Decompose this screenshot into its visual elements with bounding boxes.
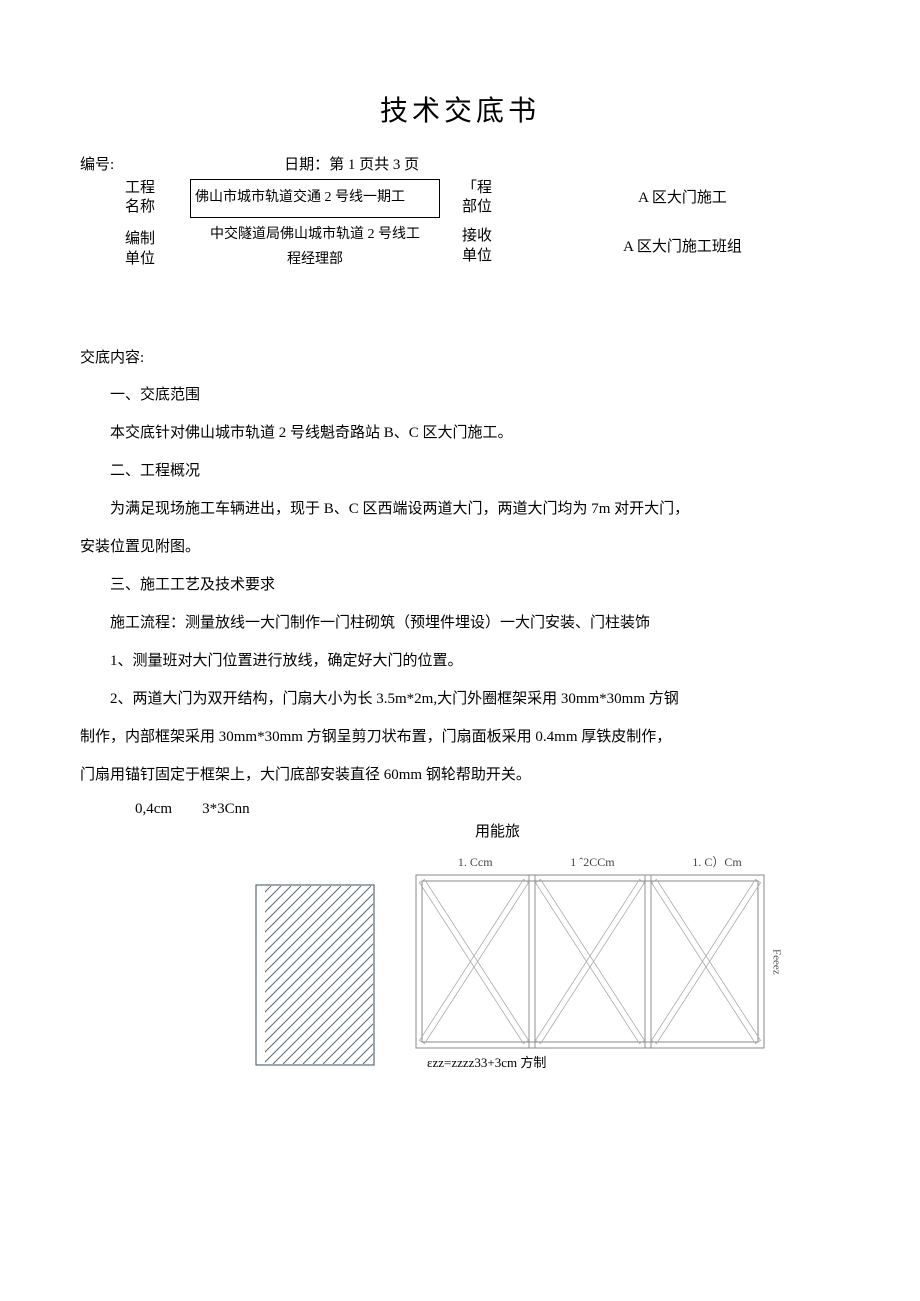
project-name-value: 佛山市城市轨道交通 2 号线一期工 <box>190 179 440 218</box>
receive-unit-label: 接收 单位 <box>440 218 525 276</box>
project-part-label: 「程 部位 <box>440 179 525 218</box>
meta-row: 编号: 日期：第 1 页共 3 页 <box>80 153 840 177</box>
para-step-2b: 制作，内部框架采用 30mm*30mm 方钢呈剪刀状布置，门扇面板采用 0.4m… <box>80 722 840 752</box>
content-heading: 交底内容: <box>80 346 840 370</box>
value-text: A 区大门施工 <box>638 186 727 210</box>
dim-text: 1 ˆ2CCm <box>570 853 614 872</box>
receive-unit-value: A 区大门施工班组 <box>525 218 840 276</box>
para-flow: 施工流程：测量放线一大门制作一门柱砌筑（预埋件埋设）一大门安装、门柱装饰 <box>80 608 840 638</box>
truss-top-dims: 1. Ccm 1 ˆ2CCm 1. C）Cm <box>415 853 785 874</box>
value-text: 佛山市城市轨道交通 2 号线一期工 <box>195 187 405 209</box>
label-text: 接收 <box>462 227 525 247</box>
content-section: 交底内容: 一、交底范围 本交底针对佛山城市轨道 2 号线魁奇路站 B、C 区大… <box>80 346 840 790</box>
truss-frame-diagram: 1. Ccm 1 ˆ2CCm 1. C）Cm Feeez εzz=zzzz33+… <box>415 853 785 1074</box>
label-text: 编制 <box>125 230 190 250</box>
label-text: 部位 <box>462 198 525 218</box>
label-text: 3*3Cnn <box>202 801 250 817</box>
project-part-value: A 区大门施工 <box>525 179 840 218</box>
label-text: 0,4cm <box>135 801 172 817</box>
label-text: 名称 <box>125 198 190 218</box>
value-text: 中交隧道局佛山城市轨道 2 号线工 <box>210 222 420 247</box>
para-tech-title: 三、施工工艺及技术要求 <box>80 570 840 600</box>
para-overview-body-2: 安装位置见附图。 <box>80 532 840 562</box>
doc-title: 技术交底书 <box>80 90 840 135</box>
para-scope-body: 本交底针对佛山城市轨道 2 号线魁奇路站 B、C 区大门施工。 <box>80 418 840 448</box>
side-dim-text: Feeez <box>767 949 785 975</box>
info-row-1: 工程 名称 佛山市城市轨道交通 2 号线一期工 「程 部位 A 区大门施工 <box>125 179 840 218</box>
diagram-label-line1: 0,4cm 3*3Cnn <box>135 798 840 821</box>
para-scope-title: 一、交底范围 <box>80 380 840 410</box>
dim-text: 1. C）Cm <box>692 853 741 872</box>
compile-unit-value: 中交隧道局佛山城市轨道 2 号线工 程经理部 <box>190 218 440 276</box>
info-row-2: 编制 单位 中交隧道局佛山城市轨道 2 号线工 程经理部 接收 单位 A 区大门… <box>125 218 840 276</box>
para-overview-title: 二、工程概况 <box>80 456 840 486</box>
label-text: 工程 <box>125 179 190 199</box>
serial-label: 编号: <box>80 153 114 177</box>
diagram-top-labels: 0,4cm 3*3Cnn 用能旅 <box>135 798 840 843</box>
dim-text: 1. Ccm <box>458 853 493 872</box>
truss-frame-icon <box>415 874 765 1049</box>
diagram-label-line2: 用能旅 <box>155 821 840 844</box>
hatched-panel-diagram <box>255 884 375 1074</box>
truss-caption: εzz=zzzz33+3cm 方制 <box>427 1053 785 1074</box>
para-overview-body: 为满足现场施工车辆进出，现于 B、C 区西端设两道大门，两道大门均为 7m 对开… <box>80 494 840 524</box>
para-step-2: 2、两道大门为双开结构，门扇大小为长 3.5m*2m,大门外圈框架采用 30mm… <box>80 684 840 714</box>
label-text: 单位 <box>462 247 525 267</box>
para-step-1: 1、测量班对大门位置进行放线，确定好大门的位置。 <box>80 646 840 676</box>
diagram-row: 1. Ccm 1 ˆ2CCm 1. C）Cm Feeez εzz=zzzz33+… <box>255 853 840 1074</box>
value-text: 程经理部 <box>287 247 343 272</box>
project-name-label: 工程 名称 <box>125 179 190 218</box>
label-text: 「程 <box>462 179 525 199</box>
label-text: 单位 <box>125 250 190 270</box>
para-step-2c: 门扇用锚钉固定于框架上，大门底部安装直径 60mm 钢轮帮助开关。 <box>80 760 840 790</box>
hatched-rect-icon <box>255 884 375 1066</box>
info-table: 工程 名称 佛山市城市轨道交通 2 号线一期工 「程 部位 A 区大门施工 编制… <box>125 179 840 276</box>
value-text: A 区大门施工班组 <box>623 235 742 259</box>
compile-unit-label: 编制 单位 <box>125 218 190 276</box>
date-page: 日期：第 1 页共 3 页 <box>284 153 419 177</box>
